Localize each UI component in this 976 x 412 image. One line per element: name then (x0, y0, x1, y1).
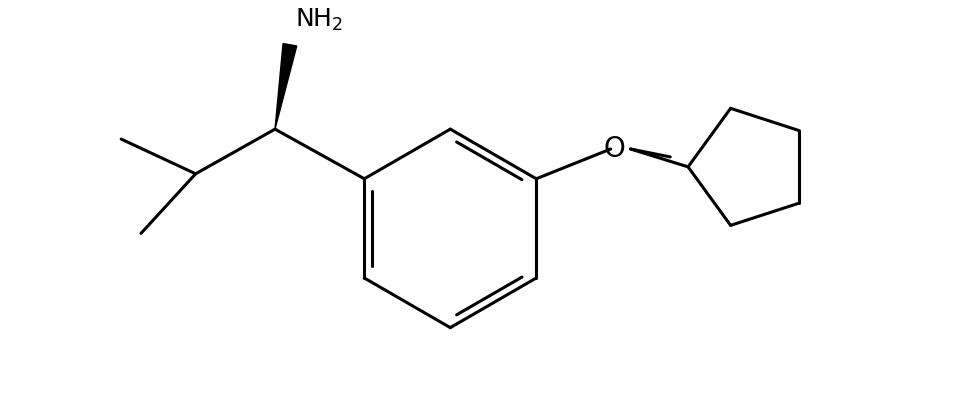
Text: NH$_2$: NH$_2$ (295, 7, 344, 33)
Text: O: O (604, 135, 626, 163)
Polygon shape (275, 44, 297, 129)
